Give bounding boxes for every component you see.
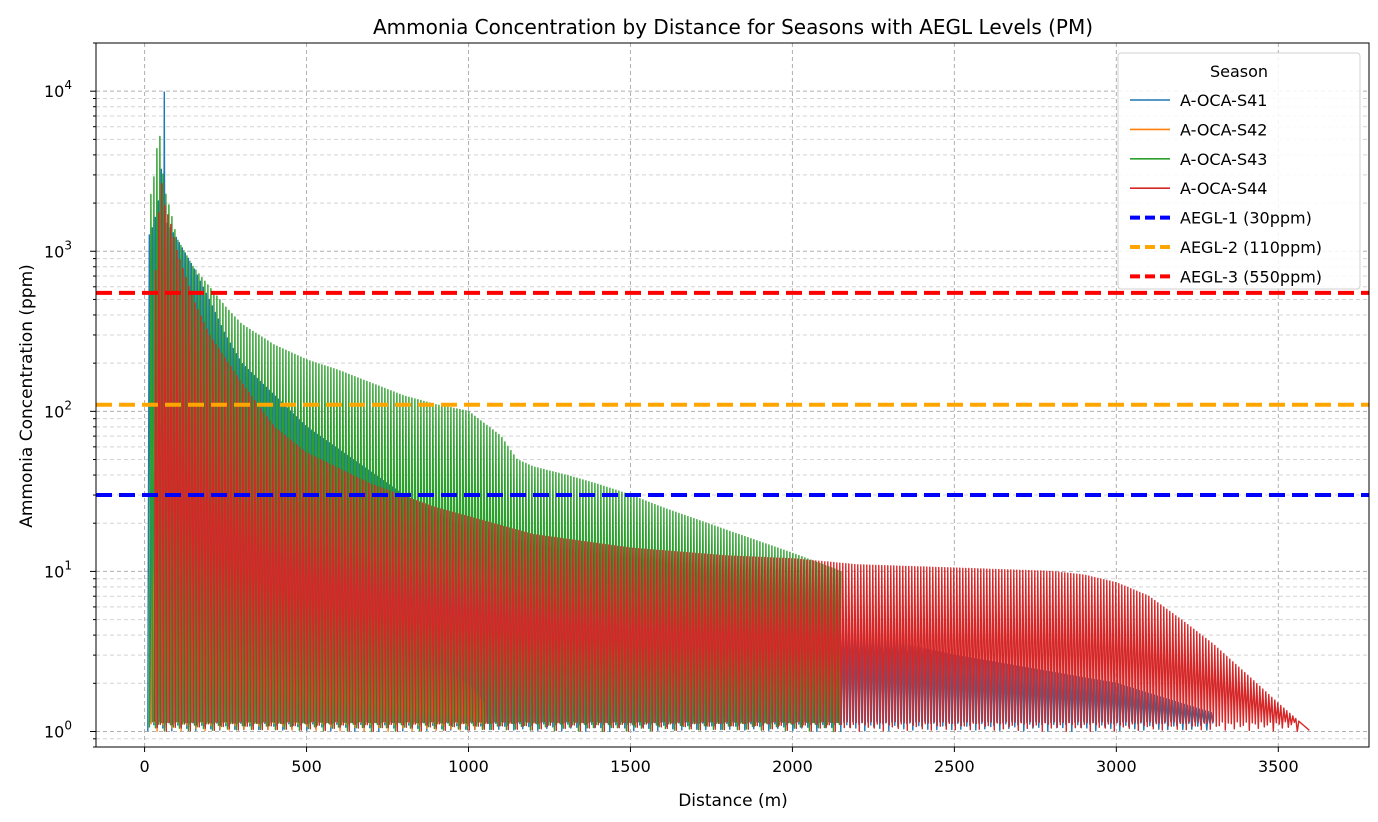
y-axis-ticks: 100 101 102 103 104 [44,42,96,748]
legend-label: A-OCA-S43 [1180,150,1267,169]
y-tick-label: 100 [44,718,72,741]
legend: Season A-OCA-S41 A-OCA-S42 A-OCA-S43 A-OCA-S… [1117,52,1361,290]
chart-title: Ammonia Concentration by Distance for Se… [373,15,1093,39]
y-axis-label: Ammonia Concentration (ppm) [17,264,37,528]
x-tick-label: 0 [139,757,149,776]
x-axis-label: Distance (m) [678,791,788,811]
legend-label: A-OCA-S42 [1180,120,1267,139]
legend-title: Season [1210,62,1268,81]
x-axis-ticks: 0 500 1000 1500 2000 2500 3000 3500 [139,747,1299,776]
x-tick-label: 1500 [610,757,651,776]
x-tick-label: 2500 [934,757,975,776]
legend-label: AEGL-2 (110ppm) [1180,238,1322,257]
x-tick-label: 500 [291,757,322,776]
plot-frame [95,42,1370,748]
y-tick-label: 103 [44,238,72,261]
legend-label: A-OCA-S41 [1180,91,1267,110]
x-tick-label: 3500 [1258,757,1299,776]
legend-label: AEGL-3 (550ppm) [1180,267,1322,286]
aegl-lines [96,290,1369,498]
y-tick-label: 104 [44,78,72,101]
x-tick-label: 2000 [772,757,813,776]
x-tick-label: 1000 [448,757,489,776]
y-tick-label: 101 [44,558,72,581]
legend-label: AEGL-1 (30ppm) [1180,209,1312,228]
x-tick-label: 3000 [1096,757,1137,776]
legend-label: A-OCA-S44 [1180,179,1267,198]
y-tick-label: 102 [44,398,72,421]
legend-box [1117,52,1361,290]
series-a-oca-s44 [153,183,1310,732]
